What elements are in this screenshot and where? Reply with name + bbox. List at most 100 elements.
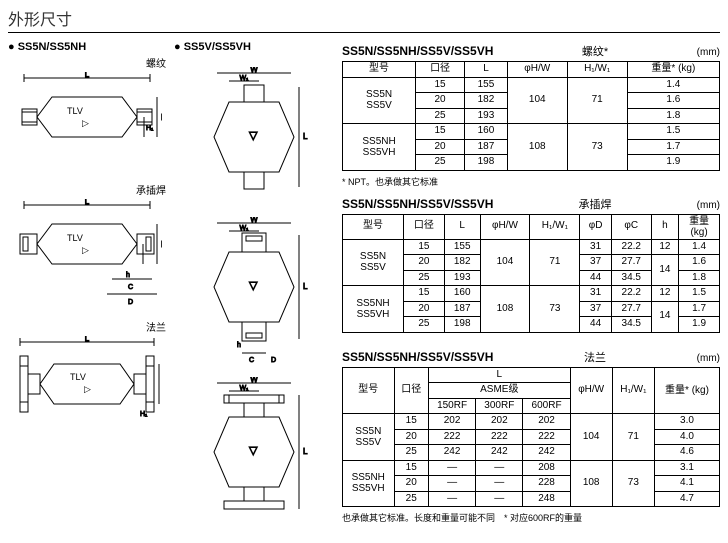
cell: 22.2 xyxy=(611,286,651,302)
svg-text:▽: ▽ xyxy=(249,445,258,457)
cell: 242 xyxy=(476,445,523,461)
cell: — xyxy=(428,491,475,507)
cell: 14 xyxy=(651,301,678,332)
cell: 71 xyxy=(567,77,627,124)
cell: 25 xyxy=(394,445,428,461)
cell: 73 xyxy=(530,286,580,333)
cell: 242 xyxy=(523,445,570,461)
svg-text:H: H xyxy=(161,240,162,249)
th: φH/W xyxy=(570,367,612,414)
heading-ss5v: ● SS5V/SS5VH xyxy=(174,41,334,53)
svg-text:TLV: TLV xyxy=(70,372,86,382)
table-flange: 型号 口径 L φH/W H₁/W₁ 重量* (kg) ASME级 150RF … xyxy=(342,367,720,508)
page-title-row: 外形尺寸 xyxy=(8,6,720,33)
table3-sub: 法兰 xyxy=(584,349,606,365)
cell: 25 xyxy=(394,491,428,507)
col-diagrams-vertical: ● SS5V/SS5VH W W₁ L ▽ W xyxy=(174,41,334,537)
th: 600RF xyxy=(523,398,570,414)
cell: — xyxy=(476,476,523,492)
svg-text:L: L xyxy=(303,132,308,141)
cell: 31 xyxy=(580,239,611,255)
col-diagrams-horizontal: ● SS5N/SS5NH 螺纹 L H xyxy=(8,41,166,537)
diagram-vertical-flange: W W₁ L ▽ xyxy=(174,377,334,527)
cell: 193 xyxy=(465,108,508,124)
cell: 20 xyxy=(416,139,465,155)
table1-header: SS5N/SS5NH/SS5V/SS5VH 螺纹* (mm) xyxy=(342,43,720,59)
cell: 202 xyxy=(523,414,570,430)
cell: 4.1 xyxy=(655,476,720,492)
t1-grp1: SS5N SS5V xyxy=(343,77,416,124)
cell: 25 xyxy=(416,155,465,171)
th: h xyxy=(651,214,678,239)
cell: 14 xyxy=(651,255,678,286)
th: H₁/W₁ xyxy=(530,214,580,239)
diagram-vertical-thread: W W₁ L ▽ xyxy=(174,67,334,207)
cell: 1.4 xyxy=(679,239,720,255)
th: L xyxy=(428,367,570,383)
cell: 242 xyxy=(428,445,475,461)
th-h1w1: H₁/W₁ xyxy=(567,62,627,78)
cell: 104 xyxy=(507,77,567,124)
heading-ss5n: ● SS5N/SS5NH xyxy=(8,41,166,53)
diagram-horizontal-socket: L H h C D TLV ▷ xyxy=(8,199,166,309)
th: 300RF xyxy=(476,398,523,414)
cell: 202 xyxy=(428,414,475,430)
cell: 160 xyxy=(444,286,480,302)
svg-text:▽: ▽ xyxy=(249,130,258,142)
svg-text:L: L xyxy=(85,199,90,206)
cell: 4.7 xyxy=(655,491,720,507)
svg-text:C: C xyxy=(249,357,254,364)
cell: 22.2 xyxy=(611,239,651,255)
table3-header: SS5N/SS5NH/SS5V/SS5VH 法兰 (mm) xyxy=(342,349,720,365)
cell: 15 xyxy=(394,460,428,476)
svg-text:C: C xyxy=(128,284,133,291)
svg-text:H: H xyxy=(161,113,162,122)
th: 口径 xyxy=(403,214,444,239)
table1-unit: (mm) xyxy=(697,47,720,58)
svg-text:h: h xyxy=(126,272,130,279)
svg-text:▽: ▽ xyxy=(249,280,258,292)
cell: 73 xyxy=(567,124,627,171)
cell: 187 xyxy=(465,139,508,155)
cell: 25 xyxy=(403,270,444,286)
cell: — xyxy=(428,460,475,476)
cell: 15 xyxy=(416,77,465,93)
col-tables: SS5N/SS5NH/SS5V/SS5VH 螺纹* (mm) 型号 口径 L φ… xyxy=(342,41,720,537)
cell: 31 xyxy=(580,286,611,302)
cell: 222 xyxy=(523,429,570,445)
cell: 20 xyxy=(416,93,465,109)
cell: 12 xyxy=(651,239,678,255)
cell: 34.5 xyxy=(611,270,651,286)
cell: 15 xyxy=(416,124,465,140)
table-thread: 型号 口径 L φH/W H₁/W₁ 重量* (kg) SS5N SS5V 15… xyxy=(342,61,720,171)
table3-unit: (mm) xyxy=(697,353,720,364)
th-L: L xyxy=(465,62,508,78)
cell: 222 xyxy=(476,429,523,445)
svg-text:L: L xyxy=(85,72,90,79)
cell: 25 xyxy=(416,108,465,124)
cell: 202 xyxy=(476,414,523,430)
cell: 37 xyxy=(580,301,611,317)
cell: 20 xyxy=(394,476,428,492)
cell: 1.4 xyxy=(627,77,719,93)
cell: 34.5 xyxy=(611,317,651,333)
cell: 15 xyxy=(403,286,444,302)
cell: — xyxy=(476,491,523,507)
cell: 15 xyxy=(394,414,428,430)
svg-text:H₁: H₁ xyxy=(140,411,148,418)
cell: 108 xyxy=(570,460,612,507)
table2-header: SS5N/SS5NH/SS5V/SS5VH 承插焊 (mm) xyxy=(342,196,720,212)
cell: 248 xyxy=(523,491,570,507)
cell: SS5N SS5V xyxy=(343,414,395,461)
label-thread-1: 螺纹 xyxy=(8,55,166,70)
cell: 1.6 xyxy=(627,93,719,109)
cell: 228 xyxy=(523,476,570,492)
th: φH/W xyxy=(480,214,530,239)
table3-note: 也承做其它标准。长度和重量可能不同 * 对应600RF的重量 xyxy=(342,511,720,524)
cell: 1.7 xyxy=(627,139,719,155)
table3-name: SS5N/SS5NH/SS5V/SS5VH xyxy=(342,350,493,364)
cell: 104 xyxy=(480,239,530,286)
cell: 71 xyxy=(612,414,654,461)
th-hw: φH/W xyxy=(507,62,567,78)
cell: 1.5 xyxy=(627,124,719,140)
